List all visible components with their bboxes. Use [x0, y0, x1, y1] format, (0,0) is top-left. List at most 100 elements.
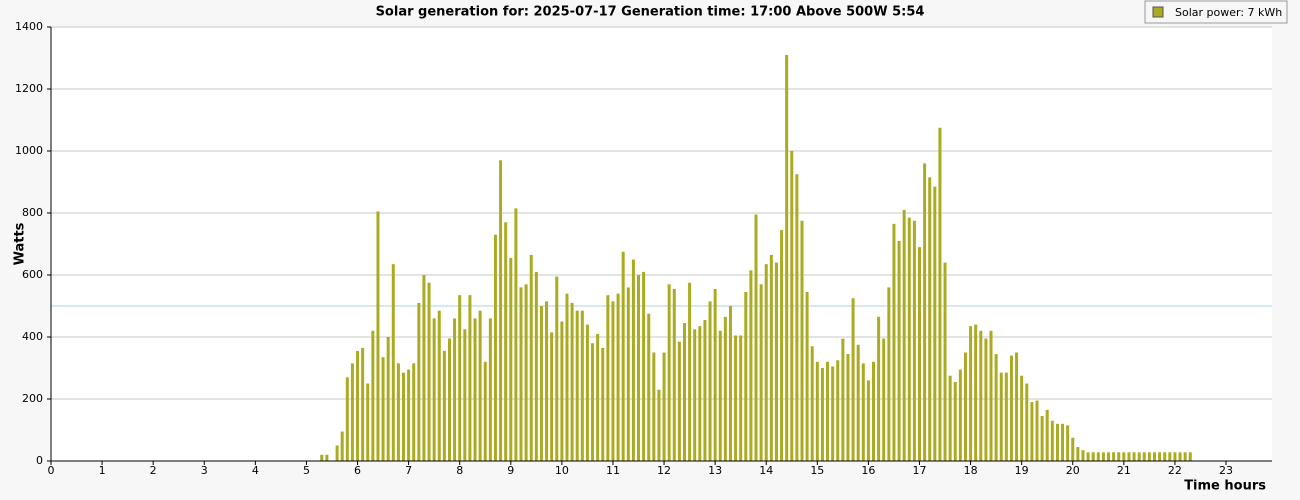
bar — [591, 343, 595, 461]
bar — [381, 357, 385, 461]
bar — [585, 324, 589, 461]
bar — [637, 275, 641, 461]
bar — [356, 350, 360, 461]
bar — [570, 302, 574, 461]
x-tick-label: 1 — [99, 464, 106, 477]
bar — [805, 292, 809, 461]
bar — [1009, 355, 1013, 461]
bar — [1183, 452, 1187, 461]
bar — [713, 288, 717, 461]
x-tick-label: 12 — [657, 464, 671, 477]
bar — [340, 431, 344, 461]
bar — [1122, 452, 1126, 461]
bar — [483, 361, 487, 461]
bar — [815, 361, 819, 461]
bar — [1112, 452, 1116, 461]
legend-swatch — [1152, 6, 1164, 18]
bar — [1188, 452, 1192, 461]
x-tick-label: 13 — [708, 464, 722, 477]
bar — [780, 230, 784, 461]
bar — [943, 262, 947, 461]
x-tick-label: 18 — [964, 464, 978, 477]
bar — [325, 454, 329, 461]
bar — [345, 377, 349, 461]
x-tick-label: 16 — [861, 464, 875, 477]
x-tick-label: 5 — [303, 464, 310, 477]
bar — [693, 329, 697, 461]
bar — [887, 287, 891, 461]
bar — [958, 369, 962, 461]
plot-area — [51, 27, 1272, 461]
bar — [458, 295, 462, 461]
bar — [774, 262, 778, 461]
bar — [1137, 452, 1141, 461]
bar — [963, 352, 967, 461]
bar — [856, 344, 860, 461]
bar — [969, 326, 973, 461]
bar — [335, 445, 339, 461]
bar — [376, 211, 380, 461]
y-tick-label: 0 — [36, 454, 43, 467]
bar — [902, 209, 906, 461]
bar — [749, 270, 753, 461]
bar — [810, 346, 814, 461]
bar — [708, 301, 712, 461]
x-tick-label: 4 — [252, 464, 259, 477]
bar — [769, 254, 773, 461]
bar — [386, 337, 390, 461]
bar — [320, 454, 324, 461]
bar — [1147, 452, 1151, 461]
bar — [1050, 420, 1054, 461]
bar — [1071, 437, 1075, 461]
bar — [1004, 372, 1008, 461]
bar — [350, 363, 354, 461]
bar — [1015, 352, 1019, 461]
bar — [524, 284, 528, 461]
chart-title: Solar generation for: 2025-07-17 Generat… — [376, 5, 925, 20]
bar — [539, 306, 543, 461]
bar — [826, 361, 830, 461]
bar — [621, 251, 625, 461]
bar — [877, 316, 881, 461]
bar — [468, 295, 472, 461]
bar — [912, 220, 916, 461]
bar — [488, 318, 492, 461]
bar — [728, 306, 732, 461]
bar — [841, 338, 845, 461]
bar — [999, 372, 1003, 461]
bar — [626, 287, 630, 461]
x-tick-label: 19 — [1015, 464, 1029, 477]
bar — [453, 318, 457, 461]
bar — [1081, 450, 1085, 461]
bar — [499, 160, 503, 462]
x-tick-label: 23 — [1219, 464, 1233, 477]
x-axis-label: Time hours — [1184, 479, 1266, 494]
bar — [953, 381, 957, 461]
bar — [933, 186, 937, 461]
bar — [1025, 383, 1029, 461]
bar — [1076, 447, 1080, 461]
bar — [1055, 423, 1059, 461]
bar — [596, 333, 600, 461]
bar — [1127, 452, 1131, 461]
bar — [917, 247, 921, 461]
x-tick-label: 2 — [150, 464, 157, 477]
bar — [412, 363, 416, 461]
bar — [882, 338, 886, 461]
bar — [601, 347, 605, 461]
bar — [534, 271, 538, 461]
bar — [514, 208, 518, 461]
bar — [872, 361, 876, 461]
bar — [560, 321, 564, 461]
bar — [529, 254, 533, 461]
bar — [427, 282, 431, 461]
bar — [550, 332, 554, 461]
bar — [371, 330, 375, 461]
bar — [1152, 452, 1156, 461]
bar — [442, 350, 446, 461]
bar — [432, 318, 436, 461]
bar — [407, 369, 411, 461]
bar — [718, 330, 722, 461]
